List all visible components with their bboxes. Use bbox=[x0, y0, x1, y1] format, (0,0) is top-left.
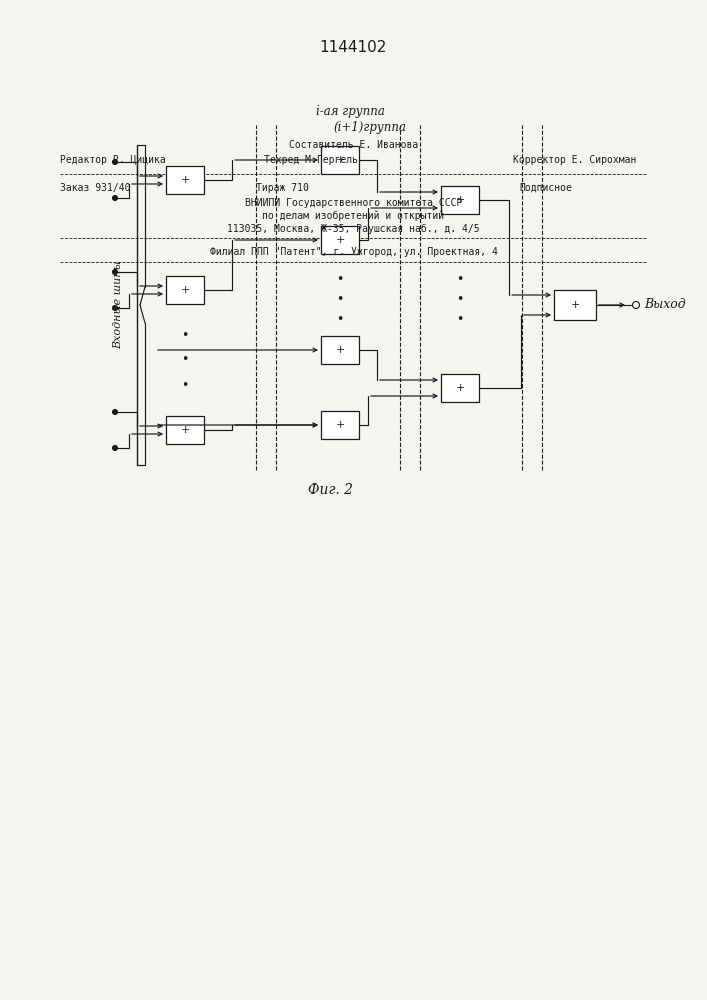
Bar bbox=[166, 416, 204, 444]
Text: •: • bbox=[456, 314, 464, 326]
Bar bbox=[441, 186, 479, 214]
Text: +: + bbox=[180, 425, 189, 435]
Text: Входные шины: Входные шины bbox=[113, 261, 123, 349]
Text: ВНИИПИ Государственного комитета СССР: ВНИИПИ Государственного комитета СССР bbox=[245, 198, 462, 208]
Text: +: + bbox=[335, 235, 345, 245]
Text: Филиал ППП "Патент", г. Ужгород, ул. Проектная, 4: Филиал ППП "Патент", г. Ужгород, ул. Про… bbox=[209, 247, 498, 257]
Text: Техред М.Гергель: Техред М.Гергель bbox=[264, 155, 358, 165]
Text: +: + bbox=[180, 285, 189, 295]
Text: •: • bbox=[456, 273, 464, 286]
Bar bbox=[441, 374, 479, 402]
Text: +: + bbox=[180, 175, 189, 185]
Text: •: • bbox=[337, 294, 344, 306]
Text: 1144102: 1144102 bbox=[320, 39, 387, 54]
Bar bbox=[554, 290, 596, 320]
Bar bbox=[166, 166, 204, 194]
Bar bbox=[321, 146, 359, 174]
Text: i-ая группа: i-ая группа bbox=[315, 105, 385, 118]
Bar bbox=[166, 276, 204, 304]
Text: •: • bbox=[181, 354, 189, 366]
Text: Составитель Е. Иванова: Составитель Е. Иванова bbox=[289, 140, 418, 150]
Text: Корректор Е. Сирохман: Корректор Е. Сирохман bbox=[513, 155, 636, 165]
Text: +: + bbox=[455, 195, 464, 205]
Text: +: + bbox=[335, 345, 345, 355]
Text: (i+1)группа: (i+1)группа bbox=[334, 121, 407, 134]
Text: +: + bbox=[335, 420, 345, 430]
Text: +: + bbox=[335, 155, 345, 165]
Text: •: • bbox=[337, 314, 344, 326]
Text: •: • bbox=[181, 378, 189, 391]
Text: Фиг. 2: Фиг. 2 bbox=[308, 483, 353, 497]
Text: +: + bbox=[455, 383, 464, 393]
Text: Тираж 710: Тираж 710 bbox=[257, 183, 309, 193]
Text: •: • bbox=[181, 328, 189, 342]
Text: •: • bbox=[337, 273, 344, 286]
Circle shape bbox=[112, 159, 117, 164]
Bar bbox=[321, 336, 359, 364]
Text: +: + bbox=[571, 300, 580, 310]
Text: 113035, Москва, Ж-35, Раушская наб., д. 4/5: 113035, Москва, Ж-35, Раушская наб., д. … bbox=[227, 224, 480, 234]
Text: Заказ 931/40: Заказ 931/40 bbox=[60, 183, 131, 193]
Bar bbox=[321, 226, 359, 254]
Bar bbox=[321, 411, 359, 439]
Text: Выход: Выход bbox=[644, 298, 686, 312]
Circle shape bbox=[112, 446, 117, 450]
Circle shape bbox=[112, 306, 117, 310]
Text: Подписное: Подписное bbox=[520, 183, 573, 193]
Text: •: • bbox=[456, 294, 464, 306]
Circle shape bbox=[112, 269, 117, 274]
Text: по делам изобретений и открытий: по делам изобретений и открытий bbox=[262, 211, 445, 221]
Circle shape bbox=[112, 410, 117, 414]
Text: Редактор Р. Цицика: Редактор Р. Цицика bbox=[60, 155, 166, 165]
Circle shape bbox=[112, 196, 117, 200]
